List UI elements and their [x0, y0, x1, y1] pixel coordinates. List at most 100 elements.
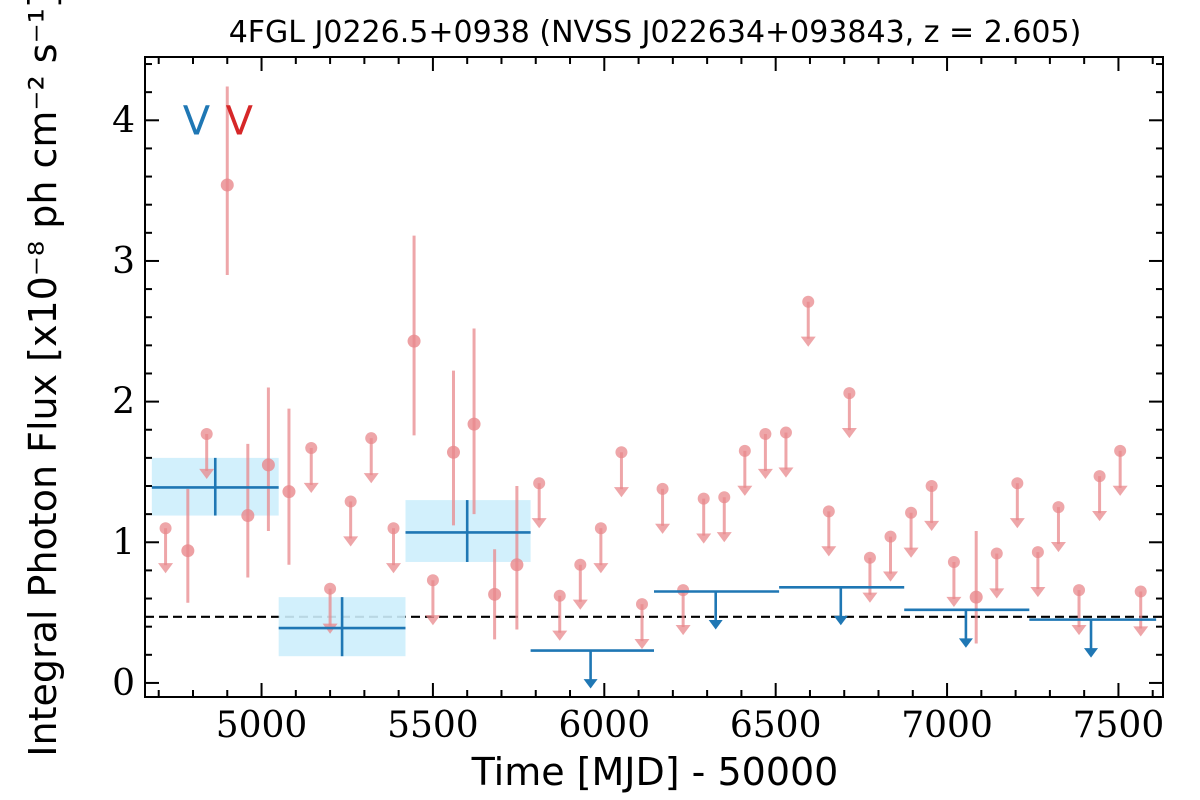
short-bin-limit-arrow: [1030, 587, 1046, 598]
short-bin-limit-point: [615, 446, 628, 459]
v-marker-label: V: [226, 98, 254, 144]
short-bin-limit-arrow: [158, 563, 174, 574]
short-bin-limit-arrow: [1092, 511, 1108, 522]
long-bin-limit-arrow: [1084, 648, 1099, 658]
short-bin-limit-point: [718, 491, 731, 504]
short-bin-point: [488, 587, 502, 601]
long-bin-limit-arrow: [583, 679, 598, 689]
short-bin-limit-point: [697, 492, 710, 505]
short-bin-limit-arrow: [593, 563, 609, 574]
y-tick-label: 3: [112, 241, 135, 282]
short-bin-limit-point: [553, 589, 566, 602]
short-bin-limit-arrow: [757, 468, 773, 479]
x-axis-label: Time [MJD] - 50000: [471, 750, 839, 794]
short-bin-limit-point: [905, 506, 918, 519]
short-bin-point: [261, 458, 275, 472]
v-marker-label: V: [183, 98, 211, 144]
short-bin-limit-arrow: [862, 592, 878, 603]
short-bin-limit-point: [574, 558, 587, 571]
short-bin-limit-arrow: [572, 599, 588, 610]
x-tick-label: 5000: [216, 705, 308, 746]
short-bin-limit-point: [738, 444, 751, 457]
short-bin-limit-arrow: [800, 336, 816, 347]
short-bin-limit-point: [426, 574, 439, 587]
short-bin-point: [220, 178, 234, 192]
x-tick-label: 6000: [558, 705, 650, 746]
short-bin-limit-arrow: [1112, 485, 1128, 496]
short-bin-limit-point: [863, 551, 876, 564]
short-bin-limit-arrow: [1050, 541, 1066, 553]
short-bin-limit-point: [884, 530, 897, 543]
short-bin-limit-arrow: [696, 533, 712, 544]
short-bin-limit-arrow: [778, 467, 794, 478]
short-bin-limit-arrow: [343, 536, 359, 547]
long-bin-limit-arrow: [833, 615, 848, 626]
short-bin-limit-point: [324, 582, 337, 595]
short-bin-limit-point: [656, 482, 669, 495]
long-bin-limit-arrow: [708, 620, 723, 630]
short-bin-limit-point: [990, 547, 1003, 560]
x-tick-label: 5500: [387, 705, 479, 746]
short-bin-point: [446, 445, 460, 459]
short-bin-limit-arrow: [924, 520, 940, 532]
short-bin-limit-arrow: [903, 547, 919, 558]
short-bin-limit-point: [365, 432, 378, 445]
short-bin-limit-point: [1114, 444, 1127, 457]
short-bin-limit-point: [159, 522, 172, 535]
plot-frame: [144, 56, 1164, 698]
short-bin-limit-point: [636, 598, 649, 611]
short-bin-point: [282, 485, 296, 499]
chart-title: 4FGL J0226.5+0938 (NVSS J022634+093843, …: [229, 15, 1082, 50]
short-bin-limit-arrow: [655, 523, 671, 534]
short-bin-limit-point: [594, 522, 607, 535]
short-bin-limit-point: [387, 522, 400, 535]
short-bin-limit-arrow: [363, 473, 379, 484]
short-bin-limit-arrow: [716, 532, 732, 543]
y-axis-label: Integral Photon Flux [x10⁻⁸ ph cm⁻² s⁻¹]: [21, 0, 65, 757]
short-bin-limit-arrow: [737, 485, 753, 496]
short-bin-limit-point: [1052, 501, 1065, 514]
short-bin-limit-point: [822, 505, 835, 518]
y-tick-label: 2: [112, 382, 135, 423]
short-bin-limit-point: [1134, 585, 1147, 598]
short-bin-point: [467, 417, 481, 431]
short-bin-limit-arrow: [989, 588, 1005, 599]
short-bin-point: [969, 590, 983, 604]
short-bin-limit-point: [344, 495, 357, 508]
short-bin-limit-point: [533, 477, 546, 490]
short-bin-limit-arrow: [303, 482, 319, 494]
short-bin-limit-point: [925, 480, 938, 493]
plot-area: 5000 5500 6000 6500 7000 7500 0 1 2 3 4 V V: [112, 56, 1164, 746]
short-bin-limit-arrow: [425, 615, 441, 626]
short-bin-limit-point: [843, 387, 856, 400]
short-bin-point: [407, 334, 421, 348]
x-tick-label: 7000: [901, 705, 993, 746]
short-bin-limit-point: [305, 442, 318, 455]
short-bin-limit-arrow: [613, 487, 629, 498]
short-bin-limit-point: [1011, 477, 1024, 490]
x-tick-label: 6500: [730, 705, 822, 746]
short-bin-limit-point: [759, 427, 772, 440]
short-bin-point: [510, 558, 524, 572]
short-bin-limit-point: [802, 295, 815, 308]
short-bin-point: [181, 544, 195, 558]
short-bin-point: [241, 509, 255, 523]
short-bin-limit-point: [1093, 470, 1106, 483]
short-bin-limit-arrow: [634, 639, 650, 650]
short-bin-limit-arrow: [1071, 624, 1087, 636]
y-tick-label: 1: [112, 522, 135, 563]
short-bin-limit-arrow: [531, 518, 547, 529]
short-bin-limit-arrow: [883, 571, 899, 582]
short-bin-limit-point: [677, 584, 690, 597]
short-bin-limit-arrow: [675, 624, 691, 636]
short-bin-limit-arrow: [1133, 626, 1149, 637]
short-bin-limit-point: [947, 555, 960, 568]
short-bin-limit-point: [779, 426, 792, 439]
long-bin-limit-arrow: [958, 638, 973, 648]
short-bin-limit-point: [1073, 584, 1086, 597]
y-tick-label: 4: [112, 100, 135, 141]
short-bin-limit-arrow: [1009, 518, 1025, 529]
y-tick-label: 0: [112, 663, 135, 704]
short-bin-limit-arrow: [552, 630, 568, 641]
